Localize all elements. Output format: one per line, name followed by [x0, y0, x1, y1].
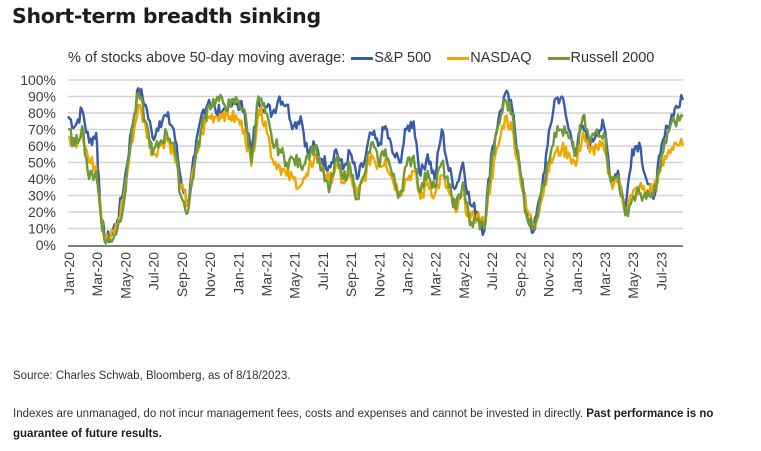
line-chart: 0%10%20%30%40%50%60%70%80%90%100% Jan-20…: [20, 72, 685, 299]
legend-item-nasdaq: NASDAQ: [447, 50, 532, 66]
disclaimer-bold: Past performance is no guarantee of futu…: [13, 408, 714, 440]
x-tick-label: Mar-23: [597, 252, 613, 297]
y-tick-label: 90%: [28, 89, 56, 105]
x-tick-label: Mar-22: [428, 252, 444, 297]
gridlines: [68, 79, 683, 230]
legend-item-sp500: S&P 500: [351, 50, 431, 66]
legend-swatch-russell: [547, 56, 570, 60]
x-tick-label: Sep-21: [343, 252, 359, 297]
x-tick-label: Jul-22: [484, 252, 500, 290]
y-tick-label: 50%: [28, 155, 56, 171]
x-tick-label: Jul-21: [315, 252, 331, 290]
x-tick-label: May-23: [625, 252, 641, 299]
y-tick-label: 100%: [20, 72, 56, 88]
x-tick-label: Nov-22: [541, 252, 557, 297]
x-tick-label: Jan-23: [569, 252, 585, 295]
y-tick-label: 40%: [28, 171, 56, 187]
x-tick-label: May-22: [456, 252, 472, 299]
y-tick-label: 60%: [28, 138, 56, 154]
legend-label-russell: Russell 2000: [570, 50, 655, 66]
x-tick-label: May-21: [287, 252, 303, 299]
y-tick-label: 30%: [28, 188, 56, 204]
x-tick-label: Jan-20: [61, 252, 77, 295]
x-tick-label: Jan-22: [400, 252, 416, 295]
x-tick-label: Mar-20: [89, 252, 105, 297]
x-tick-label: Sep-22: [512, 252, 528, 297]
x-tick-label: Jul-23: [653, 252, 669, 290]
legend-item-russell: Russell 2000: [547, 50, 655, 66]
series-line-nasdaq: [67, 103, 685, 244]
x-tick-label: Nov-21: [371, 252, 387, 297]
legend-swatch-nasdaq: [447, 56, 470, 60]
x-tick-label: May-20: [117, 252, 133, 299]
x-tick-label: Jan-21: [230, 252, 246, 295]
legend-swatch-sp500: [351, 56, 374, 60]
legend-label-nasdaq: NASDAQ: [470, 50, 532, 66]
x-axis-ticks: Jan-20 Mar-20 May-20 Jul-20 Sep-20 Nov-20 Jan-…: [61, 252, 669, 299]
y-tick-label: 0%: [36, 237, 56, 253]
disclaimer: Indexes are unmanaged, do not incur mana…: [13, 404, 758, 444]
y-tick-label: 70%: [28, 122, 56, 138]
series-line-russell-2000: [67, 91, 684, 245]
legend-label-sp500: S&P 500: [374, 50, 432, 66]
chart-title: Short-term breadth sinking: [12, 4, 321, 28]
source-note: Source: Charles Schwab, Bloomberg, as of…: [13, 370, 291, 382]
y-axis-ticks: 0%10%20%30%40%50%60%70%80%90%100%: [20, 72, 56, 253]
disclaimer-text: Indexes are unmanaged, do not incur mana…: [13, 408, 587, 420]
y-tick-label: 80%: [28, 105, 56, 121]
x-tick-label: Mar-21: [258, 252, 274, 297]
x-tick-label: Jul-20: [146, 252, 162, 290]
legend-prefix: % of stocks above 50-day moving average:: [68, 50, 346, 66]
x-tick-label: Sep-20: [174, 252, 190, 297]
y-tick-label: 10%: [28, 221, 56, 237]
chart-legend: % of stocks above 50-day moving average:…: [68, 50, 654, 66]
x-tick-label: Nov-20: [202, 252, 218, 297]
series-lines: [67, 87, 685, 245]
y-tick-label: 20%: [28, 204, 56, 220]
